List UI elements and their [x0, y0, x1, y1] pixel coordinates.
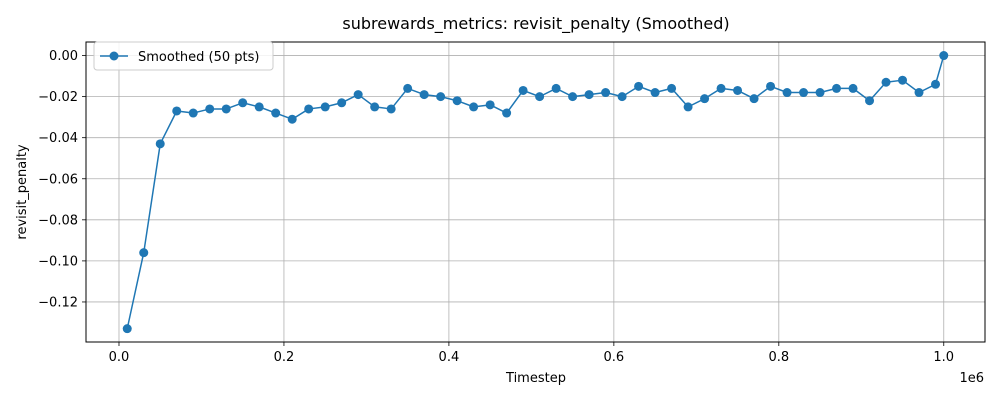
data-point [832, 83, 842, 93]
data-point [733, 85, 743, 95]
data-point [452, 96, 462, 106]
y-tick-label: −0.10 [38, 254, 78, 269]
data-point [419, 90, 429, 100]
data-point [205, 104, 215, 114]
data-point [353, 90, 363, 100]
data-point [848, 83, 858, 93]
data-point [172, 106, 182, 116]
data-point [188, 108, 198, 118]
data-point [337, 98, 347, 108]
data-point [865, 96, 875, 106]
data-point [898, 75, 908, 85]
data-point [518, 85, 528, 95]
x-tick-label: 0.8 [768, 350, 789, 365]
y-tick-label: 0.00 [49, 49, 78, 64]
plot-frame [85, 41, 986, 343]
x-axis: 0.0 0.2 0.4 0.6 0.8 1.0 [109, 342, 954, 365]
data-point [155, 139, 165, 149]
x-tick-label: 0.2 [274, 350, 295, 365]
data-point [799, 88, 809, 98]
data-point [122, 324, 132, 334]
data-point [939, 51, 949, 61]
grid [86, 42, 985, 342]
data-point [683, 102, 693, 112]
y-axis-label: revisit_penalty [15, 144, 30, 240]
legend-marker [109, 51, 119, 61]
data-point [749, 94, 759, 104]
y-tick-label: −0.04 [38, 131, 78, 146]
legend-box [93, 41, 274, 71]
data-point [370, 102, 380, 112]
x-tick-label: 0.4 [439, 350, 460, 365]
data-point [535, 92, 545, 102]
y-tick-label: −0.08 [38, 213, 78, 228]
data-point [304, 104, 314, 114]
data-point [254, 102, 264, 112]
y-axis: −0.12 −0.10 −0.08 −0.06 −0.04 −0.02 0.00 [38, 49, 86, 310]
data-point [914, 88, 924, 98]
data-point [584, 90, 594, 100]
data-point [700, 94, 710, 104]
legend-entry-label: Smoothed (50 pts) [138, 50, 259, 65]
y-tick-label: −0.12 [38, 295, 78, 310]
legend: Smoothed (50 pts) [93, 41, 274, 71]
data-point [502, 108, 512, 118]
data-point [601, 88, 611, 98]
data-point [716, 83, 726, 93]
data-point [782, 88, 792, 98]
data-point [568, 92, 578, 102]
data-point [766, 81, 776, 91]
data-point [650, 88, 660, 98]
data-point [238, 98, 248, 108]
series-layer [122, 51, 949, 334]
x-tick-label: 1.0 [933, 350, 954, 365]
data-point [881, 77, 891, 87]
data-point [271, 108, 281, 118]
data-point [551, 83, 561, 93]
data-point [221, 104, 231, 114]
data-point [617, 92, 627, 102]
data-point [436, 92, 446, 102]
y-tick-label: −0.02 [38, 90, 78, 105]
x-axis-label: Timestep [505, 371, 566, 386]
data-point [469, 102, 479, 112]
chart-title: subrewards_metrics: revisit_penalty (Smo… [342, 14, 729, 34]
data-point [386, 104, 396, 114]
x-tick-label: 0.6 [604, 350, 625, 365]
data-point [403, 83, 413, 93]
y-tick-label: −0.06 [38, 172, 78, 187]
data-point [139, 248, 149, 258]
data-point [287, 114, 297, 124]
x-axis-offset-label: 1e6 [959, 371, 984, 386]
x-tick-label: 0.0 [109, 350, 130, 365]
data-point [634, 81, 644, 91]
data-point [667, 83, 677, 93]
data-point [320, 102, 330, 112]
data-point [815, 88, 825, 98]
data-point [931, 79, 941, 89]
data-point [485, 100, 495, 110]
